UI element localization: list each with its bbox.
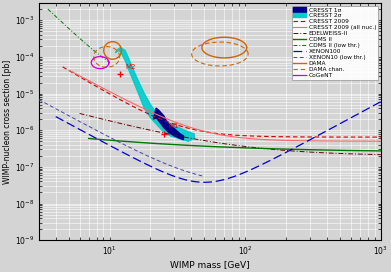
Polygon shape bbox=[115, 48, 194, 141]
Y-axis label: WIMP-nucleon cross section [pb]: WIMP-nucleon cross section [pb] bbox=[3, 59, 12, 184]
Text: M2: M2 bbox=[125, 64, 135, 70]
Polygon shape bbox=[153, 108, 183, 140]
Legend: CRESST 1σ, CRESST 2σ, CRESST 2009, CRESST 2009 (all nuc.), EDELWEISS-II, CDMS II: CRESST 1σ, CRESST 2σ, CRESST 2009, CRESS… bbox=[292, 6, 378, 80]
X-axis label: WIMP mass [GeV]: WIMP mass [GeV] bbox=[170, 260, 249, 269]
Text: M1: M1 bbox=[168, 123, 179, 129]
